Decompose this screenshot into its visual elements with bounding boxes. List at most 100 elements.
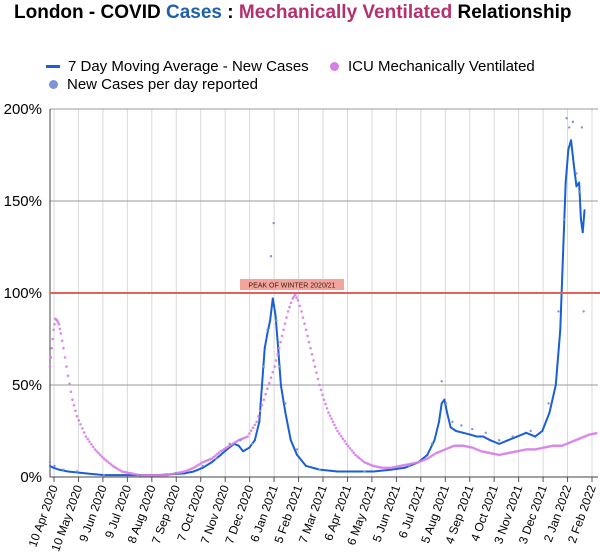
icu-point bbox=[345, 442, 348, 446]
title-part-3: : bbox=[221, 2, 239, 23]
legend-label-cases-daily: New Cases per day reported bbox=[67, 76, 258, 93]
icu-point bbox=[300, 310, 303, 313]
icu-point bbox=[102, 457, 106, 460]
icu-point bbox=[327, 411, 330, 414]
cases-avg-segment bbox=[554, 328, 562, 386]
icu-point bbox=[49, 356, 53, 359]
icu-point bbox=[79, 423, 82, 426]
icu-point bbox=[551, 444, 555, 448]
icu-point bbox=[215, 452, 219, 456]
icu-point bbox=[60, 339, 64, 343]
icu-point bbox=[293, 293, 297, 297]
cases-avg-segment bbox=[449, 426, 458, 432]
cases-avg-segment bbox=[192, 466, 204, 473]
icu-point bbox=[246, 435, 249, 438]
icu-point bbox=[63, 356, 67, 359]
icu-point bbox=[75, 414, 79, 418]
cases-avg-segment bbox=[578, 181, 582, 221]
icu-point bbox=[292, 295, 296, 298]
icu-point bbox=[217, 451, 221, 455]
icu-point bbox=[324, 402, 327, 406]
icu-point bbox=[456, 444, 460, 448]
icu-point bbox=[330, 417, 333, 421]
cases-avg-segment bbox=[455, 430, 465, 434]
icu-point bbox=[149, 473, 152, 477]
cases-avg-segment bbox=[534, 430, 544, 438]
icu-point bbox=[158, 473, 161, 477]
cases-daily-point bbox=[262, 365, 266, 368]
cases-avg-segment bbox=[570, 139, 575, 166]
icu-point bbox=[68, 382, 71, 386]
icu-point bbox=[91, 445, 95, 449]
icu-point bbox=[313, 365, 317, 368]
cases-avg-segment bbox=[498, 439, 510, 445]
cases-avg-segment bbox=[437, 402, 443, 423]
icu-point bbox=[147, 473, 151, 477]
y-tick-label: 100% bbox=[4, 285, 42, 302]
cases-avg-segment bbox=[237, 444, 245, 453]
cases-daily-point bbox=[75, 470, 79, 473]
icu-point bbox=[303, 322, 306, 325]
cases-daily-point bbox=[275, 319, 278, 322]
icu-point bbox=[258, 409, 262, 413]
icu-point bbox=[161, 473, 165, 477]
cases-avg-segment bbox=[253, 420, 261, 442]
icu-point bbox=[267, 381, 271, 385]
cases-daily-point bbox=[269, 255, 273, 258]
cases-avg-segment bbox=[469, 433, 478, 438]
icu-point bbox=[97, 451, 100, 455]
icu-point bbox=[151, 473, 154, 477]
cases-avg-segment bbox=[581, 209, 586, 234]
icu-point bbox=[325, 407, 329, 410]
icu-point bbox=[100, 455, 104, 459]
cases-avg-segment bbox=[541, 411, 551, 432]
cases-daily-point bbox=[284, 402, 287, 405]
cases-daily-point bbox=[272, 221, 275, 225]
title-ventilated: Mechanically Ventilated bbox=[238, 2, 453, 23]
legend-line-swatch bbox=[46, 65, 60, 68]
icu-point bbox=[269, 376, 273, 379]
cases-avg-segment bbox=[84, 472, 105, 477]
icu-point bbox=[66, 374, 70, 378]
icu-point bbox=[95, 449, 99, 453]
icu-point bbox=[81, 427, 84, 430]
icu-point bbox=[82, 431, 86, 434]
cases-daily-point bbox=[250, 442, 254, 446]
icu-point bbox=[90, 442, 93, 446]
series-cases-daily bbox=[48, 117, 585, 477]
icu-point bbox=[331, 420, 335, 424]
legend-item-cases-daily: New Cases per day reported bbox=[46, 76, 258, 93]
icu-point bbox=[57, 322, 61, 326]
icu-point bbox=[88, 440, 91, 443]
cases-daily-point bbox=[580, 126, 584, 129]
cases-avg-segment bbox=[269, 297, 274, 322]
cases-daily-point bbox=[53, 464, 56, 468]
cases-daily-point bbox=[484, 431, 487, 435]
icu-point bbox=[312, 359, 315, 362]
icu-point bbox=[301, 316, 305, 319]
cases-daily-point bbox=[228, 442, 231, 446]
icu-point bbox=[59, 332, 63, 335]
cases-daily-point bbox=[201, 464, 204, 468]
icu-point bbox=[289, 301, 293, 305]
icu-point bbox=[530, 448, 533, 451]
icu-point bbox=[343, 440, 346, 443]
cases-daily-point bbox=[575, 172, 578, 175]
icu-point bbox=[336, 429, 339, 433]
icu-point bbox=[213, 454, 217, 457]
cases-avg-segment bbox=[390, 466, 406, 471]
cases-avg-segment bbox=[183, 470, 195, 475]
icu-point bbox=[381, 466, 384, 470]
y-tick-label: 200% bbox=[4, 101, 42, 118]
cases-avg-segment bbox=[443, 398, 449, 414]
icu-point bbox=[142, 473, 145, 477]
cases-daily-point bbox=[174, 472, 177, 475]
cases-avg-segment bbox=[263, 332, 269, 350]
icu-point bbox=[298, 304, 302, 308]
cases-daily-point bbox=[582, 310, 585, 313]
icu-point bbox=[555, 444, 558, 448]
icu-point bbox=[257, 414, 260, 418]
icu-point bbox=[51, 337, 54, 341]
